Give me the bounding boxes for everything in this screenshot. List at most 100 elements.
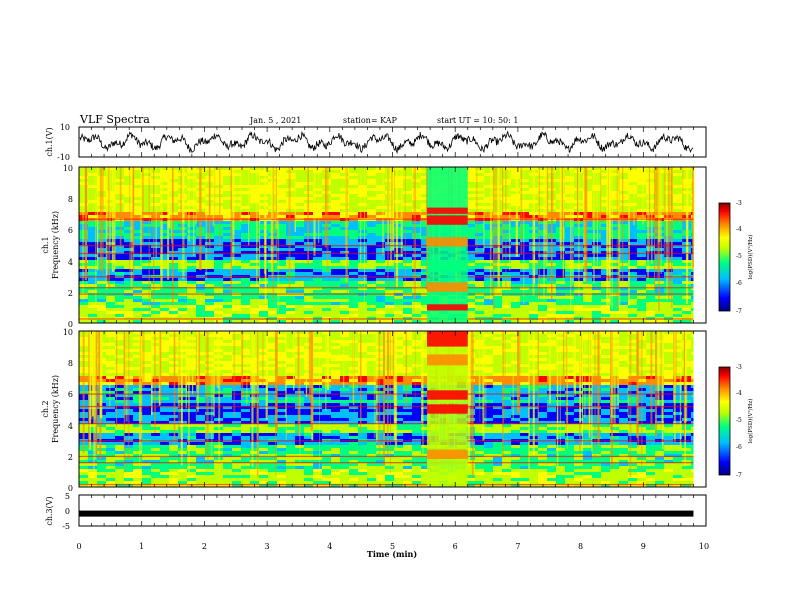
spectrogram-cell xyxy=(385,260,394,264)
spectrogram-cell xyxy=(484,197,493,201)
spectrogram-cell xyxy=(619,197,628,201)
spectrogram-cell xyxy=(394,272,403,276)
spectrogram-cell xyxy=(268,305,277,309)
spectrogram-cell xyxy=(223,272,232,276)
spectrogram-cell xyxy=(403,260,412,264)
spectrogram-streak xyxy=(520,167,523,255)
spectrogram-cell xyxy=(421,191,430,195)
spectrogram-cell xyxy=(673,355,682,359)
spectrogram-cell xyxy=(106,269,115,273)
spectrogram-cell xyxy=(628,182,637,186)
spectrogram-cell xyxy=(583,263,592,267)
spectrogram-cell xyxy=(223,221,232,225)
spectrogram-cell xyxy=(520,361,529,365)
spectrogram-streak xyxy=(404,167,406,283)
spectrogram-cell xyxy=(565,263,574,267)
spectrogram-cell xyxy=(592,278,601,282)
spectrogram-cell xyxy=(331,182,340,186)
spectrogram-cell xyxy=(331,367,340,371)
spectrogram-cell xyxy=(187,370,196,374)
spectrogram-cell xyxy=(637,272,646,276)
spectrogram-cell xyxy=(556,281,565,285)
spectrogram-cell xyxy=(151,296,160,300)
spectrogram-cell xyxy=(115,284,124,288)
spectrogram-cell xyxy=(502,173,511,177)
spectrogram-cell xyxy=(313,197,322,201)
spectrogram-cell xyxy=(286,346,295,350)
spectrogram-cell xyxy=(241,370,250,374)
spectrogram-cell xyxy=(376,311,385,315)
spectrogram-cell xyxy=(565,272,574,276)
spectrogram-cell xyxy=(250,257,259,261)
spectrogram-cell xyxy=(691,254,694,258)
spectrogram-cell xyxy=(88,209,97,213)
spectrogram-cell xyxy=(502,260,511,264)
spectrogram-cell xyxy=(376,212,385,216)
spectrogram-cell xyxy=(268,373,277,377)
spectrogram-cell xyxy=(277,200,286,204)
spectrogram-cell xyxy=(232,269,241,273)
spectrogram-cell xyxy=(331,269,340,273)
spectrogram-cell xyxy=(358,314,367,318)
spectrogram-cell xyxy=(601,361,610,365)
spectrogram-cell xyxy=(520,343,529,347)
spectrogram-cell xyxy=(331,364,340,368)
spectrogram-cell xyxy=(646,221,655,225)
spectrogram-cell xyxy=(349,266,358,270)
spectrogram-cell xyxy=(286,367,295,371)
spectrogram-cell xyxy=(295,287,304,291)
spectrogram-cell xyxy=(232,209,241,213)
spectrogram-cell xyxy=(115,349,124,353)
spectrogram-cell xyxy=(646,296,655,300)
spectrogram-cell xyxy=(250,227,259,231)
spectrogram-cell xyxy=(421,224,430,228)
spectrogram-cell xyxy=(160,191,169,195)
spectrogram-cell xyxy=(187,173,196,177)
spectrogram-cell xyxy=(691,346,694,350)
spectrogram-cell xyxy=(106,245,115,249)
spectrogram-cell xyxy=(682,305,691,309)
spectrogram-cell xyxy=(583,233,592,237)
spectrogram-cell xyxy=(376,233,385,237)
spectrogram-cell xyxy=(160,230,169,234)
spectrogram-cell xyxy=(250,248,259,252)
spectrogram-cell xyxy=(241,200,250,204)
spectrogram-cell xyxy=(151,188,160,192)
spectrogram-cell xyxy=(475,305,484,309)
spectrogram-cell xyxy=(565,370,574,374)
spectrogram-cell xyxy=(79,248,88,252)
spectrogram-cell xyxy=(376,269,385,273)
spectrogram-cell xyxy=(646,278,655,282)
spectrogram-cell xyxy=(277,233,286,237)
spectrogram-streak xyxy=(82,167,84,300)
spectrogram-cell xyxy=(241,373,250,377)
spectrogram-cell xyxy=(592,314,601,318)
spectrogram-cell xyxy=(628,206,637,210)
spectrogram-cell xyxy=(664,299,673,303)
spectrogram-cell xyxy=(79,206,88,210)
spectrogram-cell xyxy=(79,221,88,225)
spectrogram-cell xyxy=(313,227,322,231)
spectrogram-cell xyxy=(97,308,106,312)
spectrogram-cell xyxy=(223,197,232,201)
spectrogram-cell xyxy=(331,188,340,192)
spectrogram-cell xyxy=(637,287,646,291)
spectrogram-cell xyxy=(133,182,142,186)
spectrogram-cell xyxy=(142,278,151,282)
spectrogram-cell xyxy=(538,361,547,365)
spectrogram-cell xyxy=(619,254,628,258)
spectrogram-cell xyxy=(502,358,511,362)
spectrogram-cell xyxy=(493,367,502,371)
spectrogram-cell xyxy=(673,203,682,207)
spectrogram-cell xyxy=(97,320,106,324)
spectrogram-cell xyxy=(115,233,124,237)
spectrogram-cell xyxy=(160,364,169,368)
spectrogram-cell xyxy=(376,260,385,264)
spectrogram-cell xyxy=(385,340,394,344)
spectrogram-cell xyxy=(475,206,484,210)
spectrogram-cell xyxy=(223,206,232,210)
spectrogram-cell xyxy=(232,320,241,324)
spectrogram-cell xyxy=(196,349,205,353)
spectrogram-cell xyxy=(196,281,205,285)
spectrogram-streak xyxy=(570,167,572,310)
